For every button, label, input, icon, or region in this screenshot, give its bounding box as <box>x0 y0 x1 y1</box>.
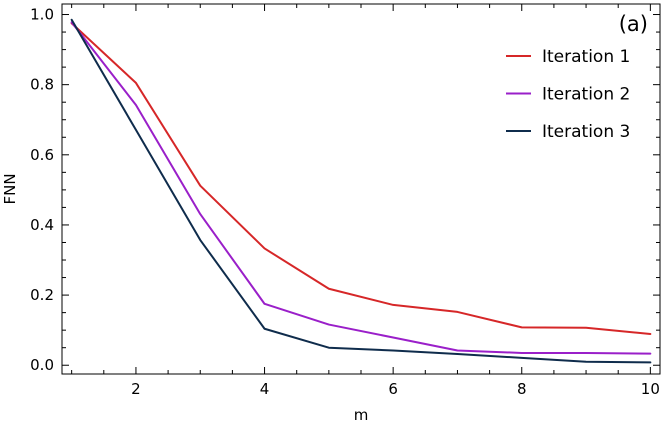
y-tick-label: 0.4 <box>30 216 54 234</box>
series-line-iteration-1 <box>70 22 652 336</box>
x-tick-label: 8 <box>517 380 527 398</box>
legend-label-iteration-2: Iteration 2 <box>542 85 630 105</box>
y-tick-label: 1.0 <box>30 6 54 24</box>
y-tick-label: 0.0 <box>30 356 54 374</box>
panel-label: (a) <box>619 12 648 36</box>
y-tick-label: 0.2 <box>30 286 54 304</box>
legend-label-iteration-1: Iteration 1 <box>542 47 630 67</box>
y-tick-label: 0.8 <box>30 76 54 94</box>
x-tick-label: 2 <box>131 380 141 398</box>
series-lines <box>70 18 652 364</box>
y-axis-label: FNN <box>1 173 19 204</box>
series-line-iteration-3 <box>70 18 652 364</box>
series-line-iteration-2 <box>70 21 652 355</box>
legend: Iteration 1 Iteration 2 Iteration 3 <box>506 47 630 142</box>
legend-label-iteration-3: Iteration 3 <box>542 122 630 142</box>
x-tick-label: 10 <box>641 380 660 398</box>
y-tick-label: 0.6 <box>30 146 54 164</box>
axis-ticks: 2 4 6 8 10 0.0 0.2 0.4 0.6 0.8 1.0 <box>30 4 660 398</box>
x-tick-label: 6 <box>388 380 398 398</box>
x-tick-label: 4 <box>260 380 270 398</box>
x-axis-label: m <box>354 406 369 424</box>
